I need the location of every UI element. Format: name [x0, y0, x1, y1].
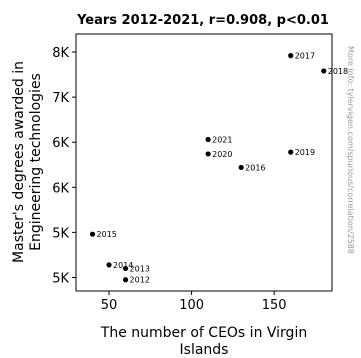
x-tick-label: 150 [262, 298, 287, 313]
data-point-label: 2012 [130, 276, 150, 285]
watermark-text: More info: tylervigen.com/spurious/corre… [346, 46, 355, 254]
data-point-label: 2014 [113, 261, 133, 270]
data-point-label: 2017 [295, 52, 315, 61]
data-point [122, 277, 129, 283]
data-point [321, 68, 327, 74]
data-point [106, 262, 112, 268]
plot-frame [75, 33, 333, 292]
x-axis-label-line-2: Islands [180, 342, 229, 358]
y-tick-label: 5K [52, 271, 69, 286]
data-point [89, 231, 96, 237]
x-axis-label-line-1: The number of CEOs in Virgin [100, 325, 307, 341]
x-tick-label: 100 [179, 298, 204, 313]
data-point-label: 2021 [212, 136, 232, 145]
data-point-label: 2020 [212, 150, 232, 159]
y-tick-label: 7K [52, 91, 69, 106]
y-tick-label: 8K [52, 46, 69, 61]
data-point-label: 2015 [97, 230, 117, 239]
data-point [288, 149, 294, 155]
data-point-label: 2019 [295, 148, 315, 157]
data-point-label: 2018 [328, 67, 348, 76]
data-point [205, 151, 211, 157]
data-point-label: 2013 [130, 264, 150, 273]
x-tick-label: 50 [101, 298, 118, 313]
chart-title: Years 2012-2021, r=0.908, p<0.01 [76, 13, 329, 28]
data-point [122, 265, 129, 272]
y-tick-label: 6K [52, 136, 69, 151]
data-point [205, 136, 211, 143]
y-axis-label-line-1: Master's degrees awarded in [11, 61, 27, 263]
x-axis: 50 100 150 [101, 291, 287, 313]
y-axis-label-line-2: Engineering technologies [28, 73, 44, 251]
y-tick-label: 5K [52, 226, 69, 241]
data-point [288, 53, 294, 59]
y-tick-label: 6K [52, 181, 69, 196]
data-point [238, 164, 244, 171]
y-axis: 5K 5K 6K 6K 7K 8K [52, 46, 76, 286]
data-point-label: 2016 [245, 163, 265, 172]
